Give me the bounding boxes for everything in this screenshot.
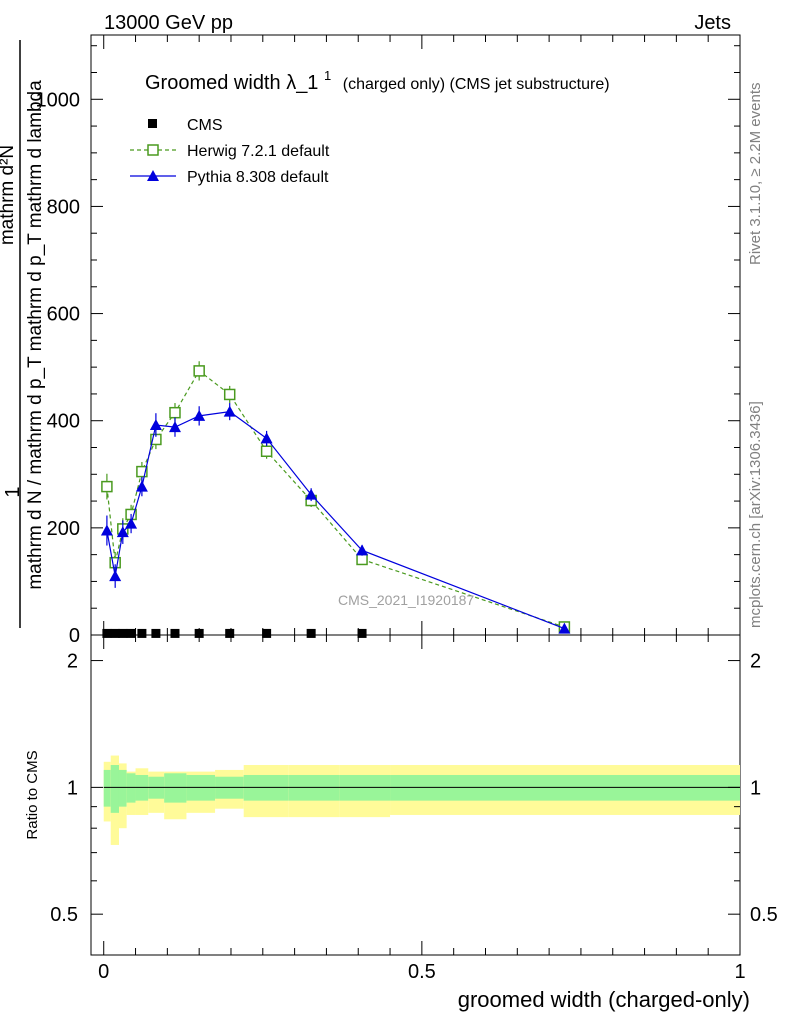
ratio-ytick-label-left: 1 [67, 777, 78, 799]
ratio-band-inner [118, 769, 127, 807]
pythia-point [100, 524, 113, 536]
ratio-bands [103, 755, 740, 845]
cms-point [194, 628, 204, 638]
cms-point [137, 628, 147, 638]
legend-herwig-label: Herwig 7.2.1 default [187, 143, 330, 160]
pythia-point [109, 570, 122, 582]
ylabel-numerator-2: mathrm d²N [0, 145, 18, 245]
herwig-point [223, 388, 236, 401]
main-ytick-label: 0 [69, 625, 80, 647]
rivet-label: Rivet 3.1.10, ≥ 2.2M events [747, 83, 764, 266]
main-axis-ticks: 0 200 400 600 800 1000 [36, 45, 740, 647]
herwig-point [169, 406, 181, 419]
x-tick-label: 0 [98, 961, 109, 983]
series-cms [102, 628, 367, 638]
herwig-point [260, 445, 273, 457]
ratio-ytick-label-right: 1 [750, 777, 761, 799]
herwig-point [136, 465, 148, 478]
legend-herwig-marker [147, 144, 159, 156]
cms-point [225, 628, 235, 638]
x-axis-label: groomed width (charged-only) [458, 987, 750, 1012]
ratio-ylabel: Ratio to CMS [24, 750, 41, 839]
pythia-point [168, 421, 181, 433]
ratio-band-inner [110, 765, 119, 813]
cms-point [102, 628, 112, 638]
x-tick-label: 1 [734, 961, 745, 983]
main-ytick-label: 1000 [36, 89, 81, 111]
main-ytick-label: 800 [47, 196, 80, 218]
pythia-point [356, 544, 369, 556]
pythia-point [260, 432, 273, 444]
pythia-point [223, 405, 236, 417]
x-tick-label: 0.5 [408, 961, 436, 983]
ratio-band-inner [126, 773, 136, 803]
mcplots-label: mcplots.cern.ch [arXiv:1306.3436] [747, 401, 764, 628]
pythia-point [558, 622, 571, 634]
pythia-point [116, 526, 129, 538]
ratio-ytick-label-left: 2 [67, 651, 78, 673]
cms-point [118, 628, 128, 638]
header-left: 13000 GeV pp [104, 12, 233, 34]
cms-point [126, 628, 136, 638]
ratio-axis-ticks: 0.5 0.5 1 1 2 2 [50, 651, 778, 927]
ylabel-denominator: mathrm d N / mathrm d p_T mathrm d p_T m… [25, 80, 46, 590]
pythia-point [125, 517, 138, 529]
cms-point [357, 628, 367, 638]
herwig-point [356, 553, 368, 566]
legend-cms-marker [148, 119, 157, 128]
series-pythia [100, 403, 571, 634]
main-ytick-label: 600 [47, 304, 80, 326]
pythia-point [135, 480, 148, 492]
legend: CMS Herwig 7.2.1 default Pythia 8.308 de… [130, 117, 330, 186]
herwig-point [101, 480, 113, 493]
pythia-point [193, 409, 206, 421]
title-sup: 1 [324, 68, 331, 83]
analysis-watermark: CMS_2021_I1920187 [338, 592, 474, 608]
main-ylabel: 1 mathrm d²N mathrm d N / mathrm d p_T m… [0, 40, 46, 628]
pythia-point [305, 488, 318, 500]
ratio-band-inner [103, 769, 111, 807]
legend-pythia-label: Pythia 8.308 default [187, 169, 329, 186]
pythia-point [149, 419, 162, 430]
title-main: Groomed width [145, 72, 281, 94]
ratio-ytick-label-left: 0.5 [50, 904, 78, 926]
header-right: Jets [694, 12, 731, 34]
ylabel-numerator: 1 [2, 486, 24, 497]
series-herwig [101, 361, 571, 633]
legend-pythia-marker [147, 170, 159, 181]
herwig-point [193, 365, 205, 377]
cms-point [306, 628, 316, 638]
cms-point [151, 628, 161, 638]
cms-point [262, 628, 272, 638]
ratio-ytick-label-right: 2 [750, 651, 761, 673]
cms-point [110, 628, 120, 638]
title-note: (charged only) (CMS jet substructure) [343, 76, 610, 93]
ratio-band-inner [164, 773, 187, 803]
title-symbol: λ_1 [286, 72, 318, 94]
ratio-ytick-label-right: 0.5 [750, 904, 778, 926]
cms-point [170, 628, 180, 638]
main-ytick-label: 200 [47, 518, 80, 540]
legend-cms-label: CMS [187, 117, 223, 134]
main-ytick-label: 400 [47, 411, 80, 433]
plot-title: Groomed width λ_1 1 (charged only) (CMS … [145, 63, 610, 94]
pythia-series-line [106, 410, 565, 630]
